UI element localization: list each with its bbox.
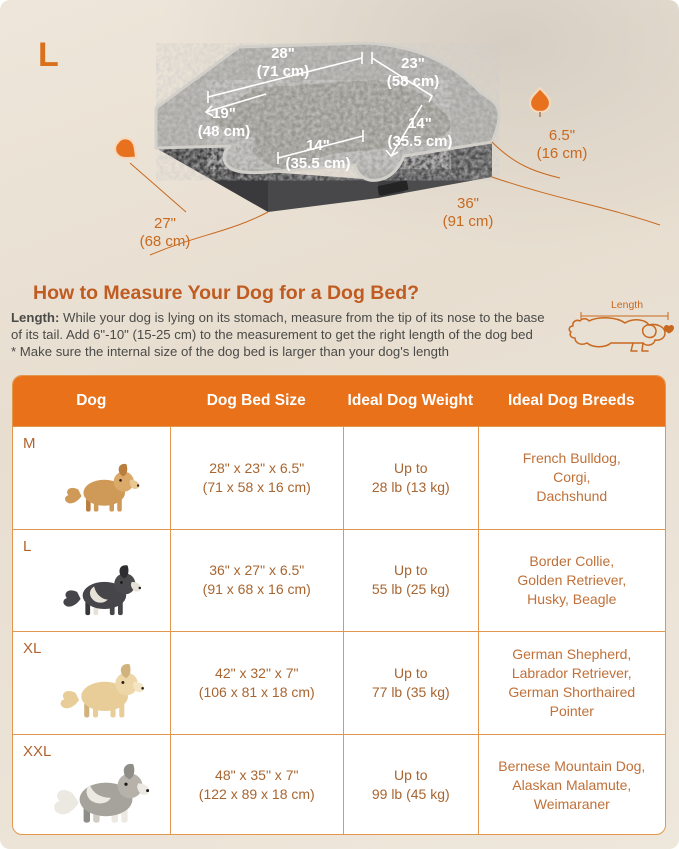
- svg-text:Length: Length: [611, 299, 643, 311]
- svg-text:6.5": 6.5": [549, 127, 575, 144]
- svg-text:(68 cm): (68 cm): [140, 233, 191, 250]
- svg-text:(35.5 cm): (35.5 cm): [285, 155, 350, 172]
- svg-text:14": 14": [408, 115, 432, 132]
- svg-text:36": 36": [457, 195, 479, 212]
- svg-text:(58 cm): (58 cm): [387, 73, 440, 90]
- svg-text:(71 cm): (71 cm): [257, 63, 310, 80]
- svg-text:23": 23": [401, 55, 425, 72]
- svg-text:27": 27": [154, 215, 176, 232]
- svg-text:(48 cm): (48 cm): [198, 123, 251, 140]
- svg-text:(35.5 cm): (35.5 cm): [387, 133, 452, 150]
- svg-text:14": 14": [306, 137, 330, 154]
- svg-text:(16 cm): (16 cm): [537, 145, 588, 162]
- svg-text:28": 28": [271, 45, 295, 62]
- svg-text:19": 19": [212, 105, 236, 122]
- svg-text:(91 cm): (91 cm): [443, 213, 494, 230]
